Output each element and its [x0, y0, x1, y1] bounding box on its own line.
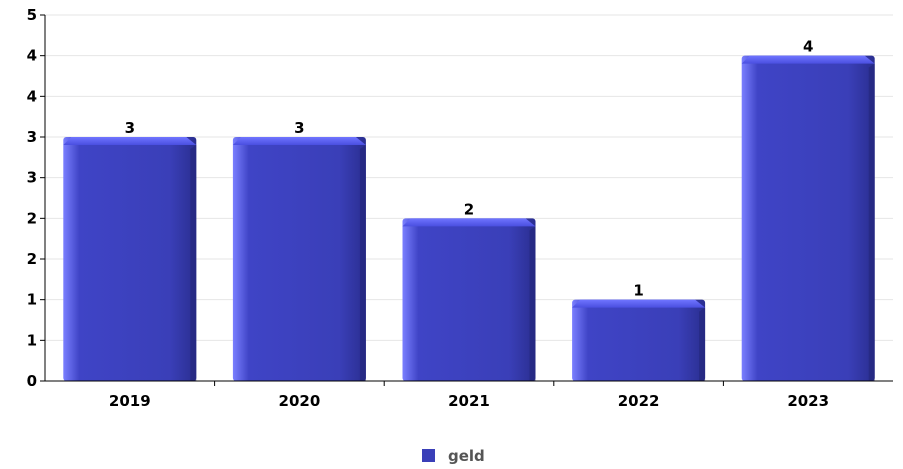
bar-side-shade	[868, 63, 875, 382]
data-label-2021: 2	[464, 200, 474, 218]
y-tick-label: 5	[27, 6, 37, 24]
y-tick-labels: 0 1 1 2 2 3 3 4 4 5	[27, 6, 45, 390]
data-label-2022: 1	[633, 282, 643, 300]
bar-side-shade	[529, 226, 536, 381]
data-label-2019: 3	[125, 119, 135, 137]
bar-body	[232, 137, 366, 381]
bar-side-shade	[190, 145, 197, 381]
bar-2022	[572, 299, 706, 381]
bar-top-bevel	[572, 299, 706, 308]
y-tick-label: 4	[27, 87, 37, 105]
bar-2020	[232, 137, 366, 381]
axes	[40, 15, 893, 382]
bar-body	[741, 55, 875, 382]
x-tick-label-2021: 2021	[448, 392, 490, 410]
y-tick-label: 2	[27, 209, 37, 227]
bar-top-bevel	[63, 137, 197, 145]
data-labels: 3 3 2 1 4	[125, 38, 814, 300]
y-tick-label: 0	[27, 372, 37, 390]
x-tick-label-2020: 2020	[279, 392, 321, 410]
bar-body	[63, 137, 197, 381]
x-tick-label-2022: 2022	[618, 392, 660, 410]
bar-side-shade	[359, 145, 366, 381]
y-tick-label: 4	[27, 47, 37, 65]
bar-2021	[402, 218, 536, 381]
y-tick-label: 2	[27, 250, 37, 268]
x-tick-label-2019: 2019	[109, 392, 151, 410]
bar-top-bevel	[741, 55, 875, 64]
legend-label-geld: geld	[448, 447, 485, 465]
bar-side-shade	[699, 307, 706, 381]
legend: geld	[422, 447, 485, 465]
bar-body	[572, 299, 706, 381]
y-tick-label: 1	[27, 291, 37, 309]
x-tick-labels: 2019 2020 2021 2022 2023	[109, 381, 829, 410]
bar-2023	[741, 55, 875, 382]
bars	[63, 55, 875, 382]
legend-swatch-geld	[422, 449, 435, 462]
y-tick-label: 3	[27, 128, 37, 146]
bar-body	[402, 218, 536, 381]
bar-top-bevel	[402, 218, 536, 227]
bar-top-bevel	[232, 137, 366, 145]
data-label-2020: 3	[294, 119, 304, 137]
y-tick-label: 1	[27, 331, 37, 349]
data-label-2023: 4	[803, 38, 813, 56]
bar-2019	[63, 137, 197, 381]
y-tick-label: 3	[27, 169, 37, 187]
x-tick-label-2023: 2023	[787, 392, 829, 410]
